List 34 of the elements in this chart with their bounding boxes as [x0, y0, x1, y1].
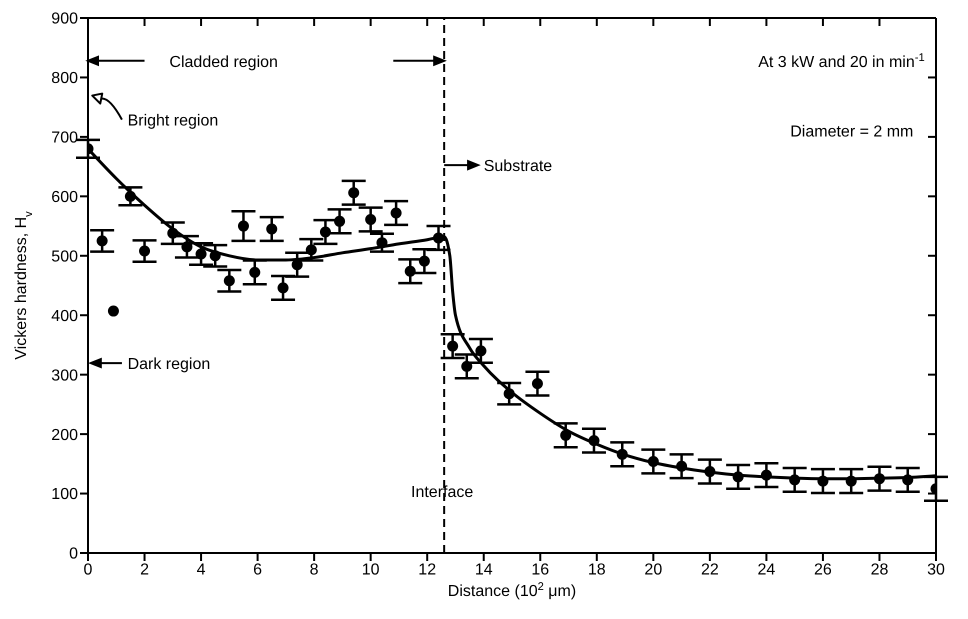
x-tick-label: 12	[418, 561, 436, 578]
ref-line-label: Interface	[411, 484, 474, 501]
x-tick-label: 4	[196, 561, 206, 578]
y-tick-label: 100	[51, 486, 78, 504]
x-tick-label: 16	[531, 561, 550, 578]
x-tick-label: 0	[84, 561, 93, 578]
x-tick-label: 6	[253, 561, 262, 578]
y-tick-label: 800	[51, 70, 78, 88]
y-tick-label: 700	[51, 130, 78, 147]
x-tick-label: 20	[644, 561, 662, 578]
x-tick-label: 18	[588, 561, 606, 578]
y-tick-label: 500	[51, 248, 78, 266]
x-tick-label: 22	[700, 561, 719, 578]
x-tick-label: 2	[140, 561, 150, 578]
x-axis-title: Distance (10$^{2}$ μm)	[448, 581, 576, 600]
x-tick-label: 30	[927, 561, 945, 578]
y-tick-label: 900	[51, 10, 78, 28]
annotation: Dark region	[128, 356, 210, 374]
y-tick-label: 400	[51, 308, 78, 325]
x-tick-label: 10	[362, 561, 380, 578]
annotation: Substrate	[484, 158, 552, 176]
x-tick-label: 8	[310, 561, 319, 578]
x-tick-label: 28	[870, 561, 888, 578]
y-tick-label: 600	[51, 189, 78, 206]
annotation: Cladded region	[169, 54, 278, 71]
y-tick-label: 0	[69, 546, 78, 563]
x-tick-label: 14	[474, 561, 493, 578]
x-tick-label: 26	[814, 561, 832, 578]
x-tick-label: 24	[758, 561, 776, 578]
annotation: At 3 kW and 20 in min$^{-1}$	[758, 52, 925, 71]
annotation: Bright region	[128, 112, 218, 130]
annotation: Diameter = 2 mm	[790, 123, 914, 140]
y-tick-label: 300	[51, 367, 78, 384]
y-tick-label: 200	[51, 426, 78, 444]
